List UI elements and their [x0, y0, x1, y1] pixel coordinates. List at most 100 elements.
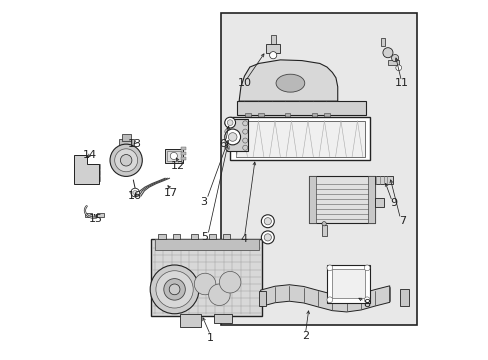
Circle shape — [242, 138, 247, 143]
Circle shape — [224, 129, 240, 145]
Text: 8: 8 — [362, 299, 369, 309]
Bar — [311, 113, 317, 117]
Bar — [151, 239, 262, 316]
Bar — [119, 139, 134, 147]
Circle shape — [326, 297, 332, 303]
Circle shape — [321, 222, 325, 226]
Bar — [74, 164, 81, 168]
Bar — [93, 176, 100, 181]
Bar — [208, 234, 215, 239]
Bar — [155, 239, 258, 250]
Bar — [308, 176, 375, 223]
Bar — [235, 121, 364, 157]
Text: 16: 16 — [128, 191, 142, 201]
Circle shape — [224, 138, 229, 143]
Polygon shape — [74, 155, 99, 184]
Bar — [258, 291, 265, 306]
Text: 13: 13 — [128, 139, 142, 149]
Bar — [74, 170, 81, 175]
Bar — [375, 176, 392, 184]
Circle shape — [364, 265, 369, 271]
Polygon shape — [239, 60, 337, 101]
Bar — [258, 69, 321, 98]
Text: 7: 7 — [398, 216, 405, 226]
Circle shape — [115, 149, 137, 172]
Polygon shape — [260, 285, 389, 312]
Bar — [308, 176, 316, 223]
Bar — [181, 157, 185, 160]
Bar — [230, 117, 369, 160]
Circle shape — [170, 152, 177, 159]
Bar — [214, 315, 231, 323]
Text: 10: 10 — [237, 78, 251, 88]
Circle shape — [131, 188, 139, 197]
Circle shape — [364, 297, 369, 303]
Bar — [181, 152, 185, 155]
Circle shape — [242, 121, 247, 126]
Circle shape — [163, 279, 185, 300]
Text: 14: 14 — [83, 150, 97, 160]
Circle shape — [228, 133, 237, 141]
Circle shape — [382, 48, 392, 58]
Bar — [400, 289, 408, 306]
Circle shape — [194, 273, 215, 295]
Text: 5: 5 — [201, 232, 208, 242]
Circle shape — [208, 284, 230, 306]
Ellipse shape — [276, 74, 304, 92]
Circle shape — [395, 65, 401, 71]
Bar — [93, 164, 100, 168]
Circle shape — [219, 271, 241, 293]
Bar — [180, 315, 201, 327]
Bar — [375, 198, 384, 207]
Bar — [74, 176, 81, 181]
Bar — [221, 13, 416, 325]
Circle shape — [261, 215, 274, 228]
Circle shape — [224, 121, 229, 126]
Circle shape — [110, 144, 142, 176]
Bar — [380, 38, 384, 45]
Text: 6: 6 — [219, 139, 226, 149]
Bar — [226, 119, 247, 151]
Bar — [271, 35, 275, 44]
Bar — [237, 101, 366, 116]
Circle shape — [156, 271, 193, 308]
Bar — [122, 134, 131, 140]
Text: 3: 3 — [200, 197, 206, 207]
Bar — [387, 59, 398, 65]
Bar — [172, 234, 180, 239]
Bar — [324, 113, 329, 117]
Text: 15: 15 — [88, 215, 102, 224]
Circle shape — [261, 231, 274, 244]
Bar — [321, 225, 326, 235]
Circle shape — [169, 284, 180, 295]
Bar — [265, 44, 280, 53]
Bar — [97, 213, 104, 217]
Text: 11: 11 — [394, 78, 408, 88]
Bar — [85, 213, 92, 217]
Circle shape — [242, 129, 247, 134]
Circle shape — [120, 154, 132, 166]
Bar — [164, 149, 183, 163]
Text: 9: 9 — [389, 198, 396, 208]
Circle shape — [391, 54, 398, 62]
Bar — [244, 113, 250, 117]
Bar — [93, 170, 100, 175]
Circle shape — [326, 265, 332, 271]
Circle shape — [133, 190, 137, 195]
Circle shape — [150, 265, 199, 314]
Circle shape — [264, 234, 271, 241]
Circle shape — [227, 120, 233, 126]
Bar — [166, 151, 181, 161]
Bar — [367, 176, 375, 223]
Circle shape — [224, 117, 235, 128]
Bar — [181, 147, 185, 150]
Text: 12: 12 — [171, 161, 185, 171]
Bar — [284, 113, 290, 117]
Circle shape — [224, 145, 229, 150]
Circle shape — [224, 129, 229, 134]
Circle shape — [269, 51, 276, 59]
Text: 2: 2 — [301, 331, 308, 341]
Bar — [257, 113, 263, 117]
Text: 17: 17 — [163, 188, 178, 198]
Bar — [190, 234, 198, 239]
